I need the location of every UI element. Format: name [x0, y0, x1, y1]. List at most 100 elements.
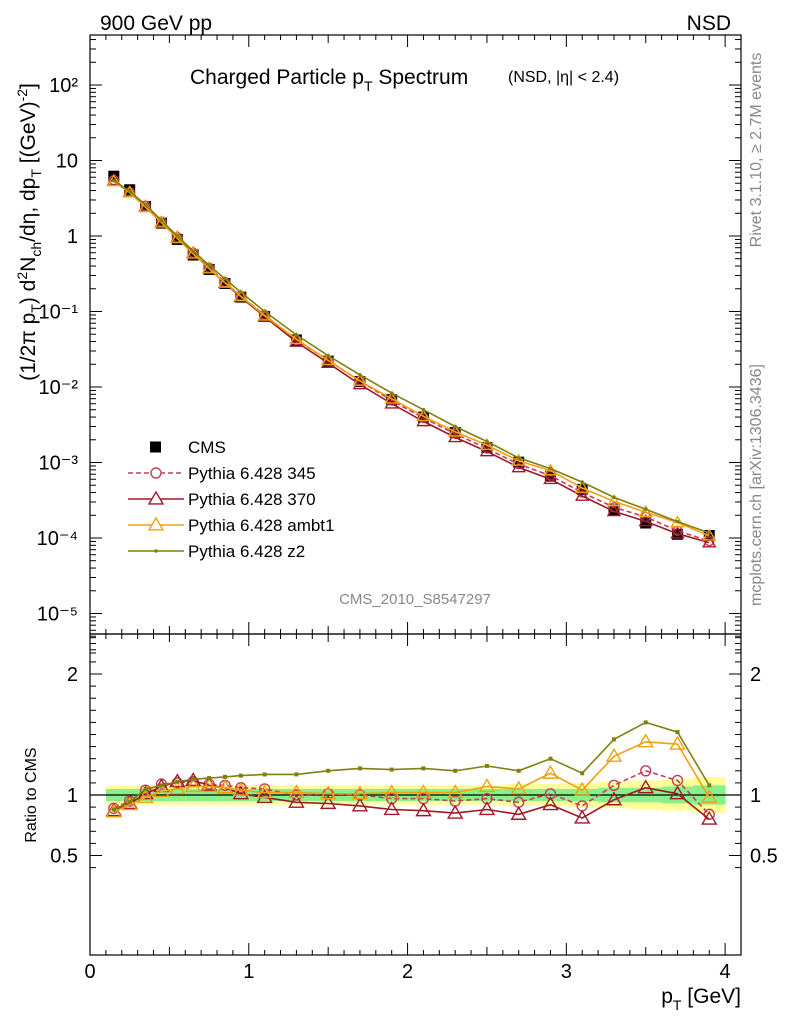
ratio-triangle-marker	[701, 789, 718, 804]
ratio-triangle-marker	[446, 784, 464, 799]
cms-data-point	[187, 249, 199, 261]
triangle-marker	[574, 488, 590, 501]
ratio-triangle-marker	[184, 778, 202, 793]
ratio-y-tick-label-right: 1	[750, 785, 761, 807]
ratio-circle-marker	[258, 783, 271, 795]
cms-data-point	[386, 394, 398, 406]
ratio-dot-marker	[611, 737, 616, 742]
ratio-triangle-marker	[200, 778, 218, 793]
ratio-dot-marker	[222, 774, 227, 779]
x-tick-label: 1	[243, 961, 254, 983]
ratio-dot-marker	[675, 730, 680, 735]
triangle-marker	[606, 504, 622, 517]
legend-circle-marker	[150, 467, 162, 479]
ratio-triangle-marker	[669, 785, 686, 800]
triangle-marker	[352, 373, 368, 386]
ratio-triangle-marker	[169, 780, 186, 795]
ratio-y-axis-label: Ratio to CMS	[23, 747, 40, 842]
ratio-series-pythia-6-428-ambt1	[105, 733, 718, 818]
ratio-triangle-marker	[542, 796, 559, 811]
x-axis-label: pT [GeV]	[661, 985, 741, 1013]
ratio-dot-marker	[516, 768, 521, 773]
dot-marker	[707, 531, 712, 535]
ratio-dot-marker	[484, 763, 489, 768]
mcplots-label: mcplots.cern.ch [arXiv:1306.3436]	[748, 364, 765, 606]
dot-marker	[358, 373, 362, 377]
series-line	[113, 179, 710, 542]
ratio-dot-marker	[421, 766, 426, 771]
legend-label: Pythia 6.428 370	[188, 490, 316, 509]
ratio-dot-marker	[127, 800, 132, 805]
ratio-triangle-marker	[351, 785, 369, 800]
ratio-triangle-marker	[415, 802, 432, 817]
triangle-marker	[416, 408, 431, 422]
ratio-triangle-marker	[605, 791, 623, 806]
triangle-marker	[138, 199, 153, 213]
legend-triangle-marker	[147, 516, 165, 531]
ratio-y-tick-label-left: 0.5	[50, 846, 78, 868]
ratio-dot-marker	[357, 766, 362, 771]
triangle-marker	[702, 528, 717, 541]
ratio-triangle-marker	[256, 789, 273, 804]
ratio-dot-marker	[643, 720, 648, 725]
main-y-tick-label: 10²	[49, 75, 78, 97]
main-y-tick-label: 10⁻²	[39, 377, 79, 399]
ratio-y-tick-label-left: 2	[67, 664, 78, 686]
ratio-dot-marker	[175, 779, 180, 784]
ratio-dot-marker	[326, 768, 331, 773]
cms-data-point	[481, 442, 493, 454]
triangle-marker	[122, 185, 137, 198]
triangle-marker	[447, 424, 463, 437]
dot-marker	[516, 456, 521, 460]
ratio-frame	[89, 633, 742, 956]
ratio-triangle-marker	[478, 801, 496, 816]
x-tick-label: 0	[84, 961, 95, 983]
dot-marker	[326, 353, 330, 358]
ratio-triangle-marker	[637, 779, 654, 794]
x-tick-label: 4	[720, 961, 731, 983]
legend-label: CMS	[188, 438, 226, 457]
ratio-triangle-marker	[232, 785, 250, 800]
legend-dot-marker	[154, 549, 158, 553]
triangle-marker	[106, 173, 122, 187]
ratio-triangle-marker	[701, 810, 718, 825]
dot-marker	[159, 218, 164, 223]
ratio-dot-marker	[580, 771, 585, 776]
ratio-axis-ticks: 0.5 0.5 1 1 2 2 0 1 2 3 4	[50, 634, 778, 983]
series-pythia-6-428-ambt1	[106, 173, 717, 541]
ratio-triangle-marker	[288, 793, 305, 808]
main-subtitle: (NSD, |η| < 2.4)	[508, 69, 619, 86]
dot-marker	[389, 391, 394, 395]
main-y-tick-label: 1	[67, 226, 78, 248]
triangle-marker	[320, 353, 336, 366]
dot-marker	[175, 234, 180, 238]
triangle-marker	[606, 494, 622, 507]
triangle-marker	[479, 437, 495, 451]
selection-label: NSD	[687, 12, 731, 35]
main-y-tick-label: 10⁻⁵	[37, 604, 78, 626]
ratio-dot-marker	[294, 772, 299, 777]
x-tick-label: 3	[561, 961, 572, 983]
main-y-tick-label: 10⁻⁴	[37, 528, 78, 550]
ratio-triangle-marker	[510, 780, 527, 795]
legend-label: Pythia 6.428 ambt1	[188, 516, 334, 535]
ratio-panel: 0.5 0.5 1 1 2 2 0 1 2 3 4 Ratio to CMS pT [GeV]	[23, 633, 778, 1013]
ratio-dot-marker	[389, 767, 394, 772]
ratio-triangle-marker	[415, 784, 432, 799]
ratio-triangle-marker	[573, 781, 591, 796]
main-title: Charged Particle pT Spectrum	[190, 66, 468, 94]
main-series-group	[106, 170, 717, 548]
ratio-series-line	[113, 740, 710, 813]
ratio-triangle-marker	[637, 733, 654, 748]
main-y-tick-label: 10	[56, 151, 78, 173]
dot-marker	[580, 480, 585, 484]
ratio-dot-marker	[453, 768, 458, 773]
cms-data-point	[608, 504, 620, 516]
ratio-dot-marker	[191, 777, 196, 782]
triangle-marker	[702, 535, 717, 548]
ratio-triangle-marker	[573, 809, 591, 824]
triangle-marker	[670, 526, 685, 539]
dot-marker	[112, 178, 116, 183]
ratio-triangle-marker	[153, 782, 170, 797]
